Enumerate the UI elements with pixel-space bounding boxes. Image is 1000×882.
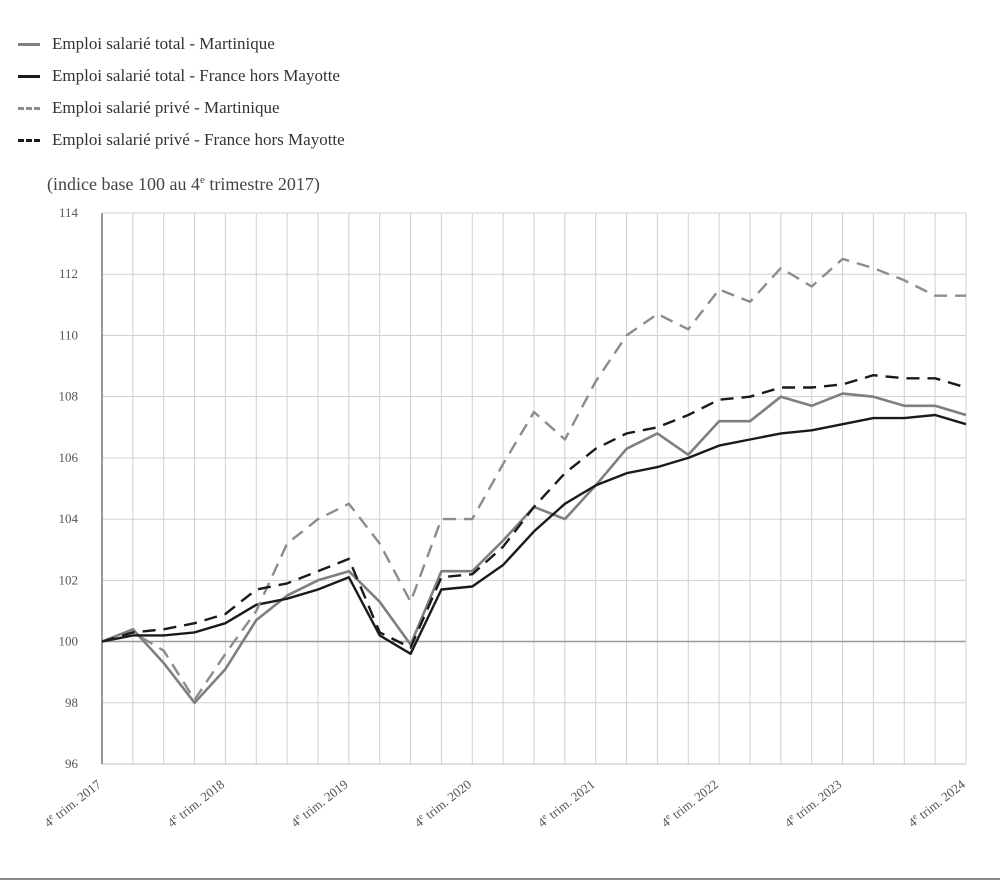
x-tick-label: 4e trim. 2023 xyxy=(781,776,844,830)
y-tick-label: 108 xyxy=(59,389,79,404)
legend-swatch-prive-france xyxy=(18,138,40,142)
series xyxy=(101,257,967,705)
grid xyxy=(101,212,967,765)
axes xyxy=(101,213,967,765)
series-line-prive-martinique xyxy=(101,257,966,701)
unit-label-suffix: trimestre 2017) xyxy=(204,174,320,194)
x-tick-label: 4e trim. 2022 xyxy=(658,776,721,830)
y-tick-label: 98 xyxy=(65,695,78,710)
y-tick-label: 110 xyxy=(59,327,78,342)
legend-item: Emploi salarié privé - Martinique xyxy=(18,92,345,124)
unit-label-prefix: (indice base 100 au 4 xyxy=(47,174,200,194)
unit-label-sup: e xyxy=(199,174,205,186)
x-tick-label: 4e trim. 2024 xyxy=(904,775,968,830)
legend-item: Emploi salarié privé - France hors Mayot… xyxy=(18,124,345,156)
legend: Emploi salarié total - Martinique Emploi… xyxy=(18,28,345,156)
x-tick-label: 4e trim. 2018 xyxy=(164,776,227,830)
x-tick-label: 4e trim. 2019 xyxy=(287,776,350,830)
series-line-total-france xyxy=(101,413,967,655)
x-tick-label: 4e trim. 2020 xyxy=(411,776,474,830)
legend-swatch-total-martinique xyxy=(18,42,40,46)
x-tick-label: 4e trim. 2017 xyxy=(40,775,104,830)
legend-swatch-total-france xyxy=(18,74,40,78)
x-tick-label: 4e trim. 2021 xyxy=(534,776,597,830)
y-tick-label: 102 xyxy=(59,572,79,587)
y-tick-label: 100 xyxy=(59,634,79,649)
series-line-prive-france xyxy=(101,374,967,649)
tick-labels: 96 98 100 102 104 106 108 110 112 114 4e trim. 201… xyxy=(40,205,968,830)
legend-label: Emploi salarié privé - France hors Mayot… xyxy=(52,130,345,149)
legend-item: Emploi salarié total - France hors Mayot… xyxy=(18,60,345,92)
y-tick-label: 104 xyxy=(59,511,79,526)
y-tick-label: 114 xyxy=(59,205,79,220)
y-tick-label: 106 xyxy=(59,450,79,465)
legend-label: Emploi salarié privé - Martinique xyxy=(52,98,280,117)
legend-item: Emploi salarié total - Martinique xyxy=(18,28,345,60)
bottom-rule xyxy=(0,878,1000,880)
y-tick-label: 96 xyxy=(65,756,79,771)
legend-label: Emploi salarié total - France hors Mayot… xyxy=(52,66,340,85)
legend-label: Emploi salarié total - Martinique xyxy=(52,34,275,53)
y-tick-label: 112 xyxy=(59,266,78,281)
legend-swatch-prive-martinique xyxy=(18,106,40,110)
unit-label: (indice base 100 au 4e trimestre 2017) xyxy=(47,174,320,195)
